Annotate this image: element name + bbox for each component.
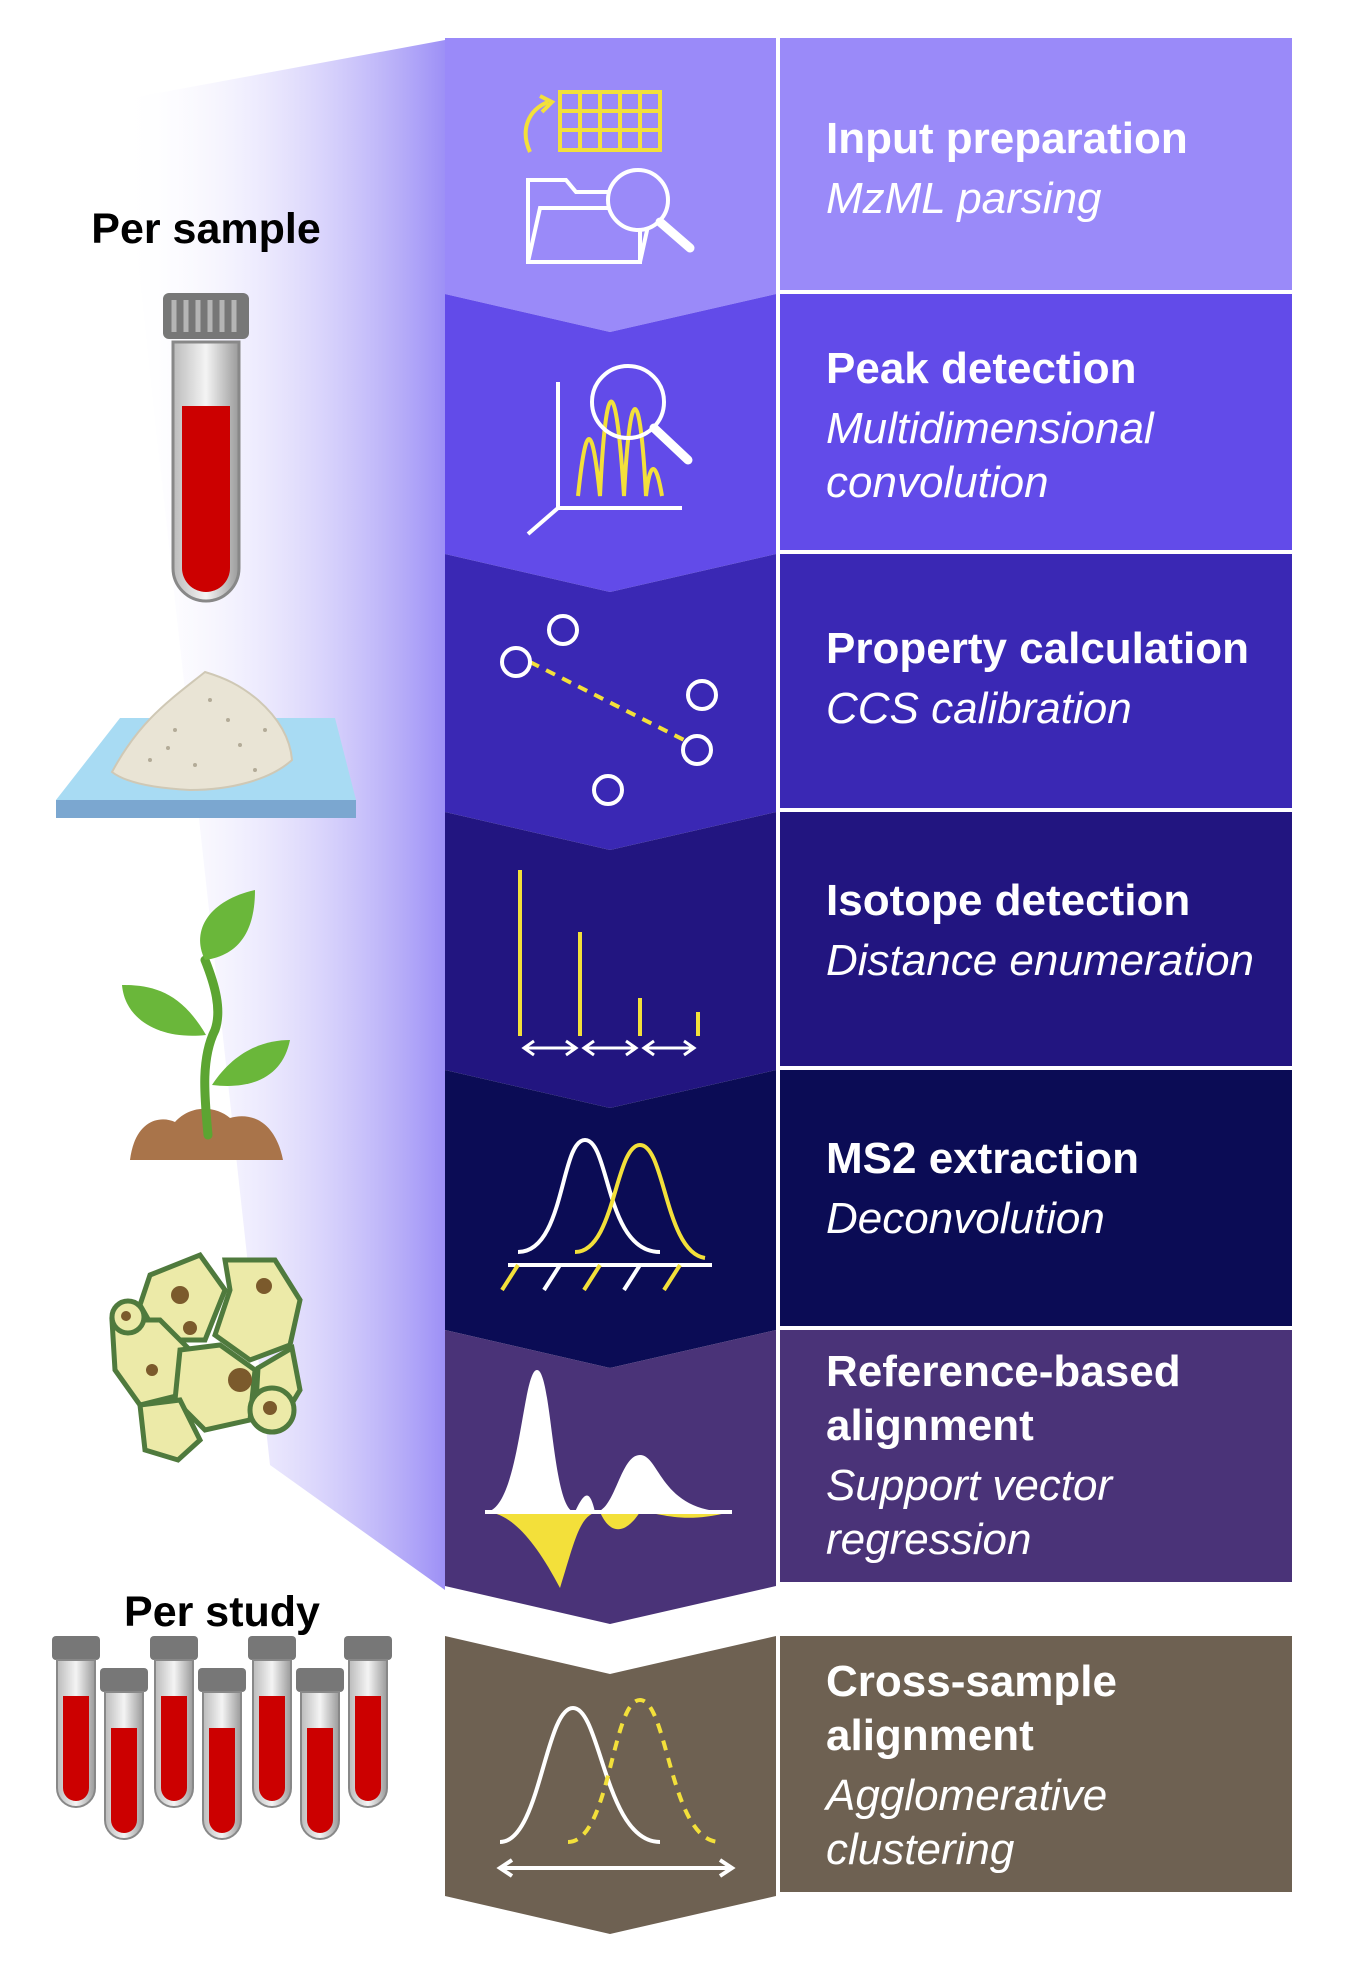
isotope-spectrum-icon xyxy=(518,870,700,1057)
stage-5-text: MS2 extraction Deconvolution xyxy=(826,1132,1139,1246)
shifted-peaks-icon xyxy=(496,1697,736,1878)
stage-title: Input preparation xyxy=(826,114,1188,163)
stage-1-text: Input preparation MzML parsing xyxy=(826,112,1188,226)
stage-1-panel xyxy=(780,38,1292,290)
stage-6-text: Reference-based alignment Support vector… xyxy=(826,1345,1181,1567)
stage-5-chevron xyxy=(445,1070,776,1368)
blood-tube-icon xyxy=(198,1668,246,1840)
stage-method: Multidimensional convolution xyxy=(826,404,1154,507)
stage-title: Reference-based alignment xyxy=(826,1347,1181,1450)
blood-tube-icon xyxy=(248,1636,296,1808)
stage-title: Peak detection xyxy=(826,344,1137,393)
stage-method: Deconvolution xyxy=(826,1194,1105,1243)
blood-tube-icon xyxy=(150,1636,198,1808)
tube-rack-icon xyxy=(52,1636,392,1840)
stage-2-chevron xyxy=(445,294,776,592)
blood-tube-icon xyxy=(296,1668,344,1840)
stage-3-chevron xyxy=(445,554,776,850)
blood-tube-icon xyxy=(163,293,249,603)
folder-table-search-icon xyxy=(523,90,695,264)
blood-tube-icon xyxy=(344,1636,392,1808)
stage-3-panel xyxy=(780,554,1292,808)
calibration-points-icon xyxy=(500,614,718,806)
per-sample-label: Per sample xyxy=(91,205,321,253)
stage-3-text: Property calculation CCS calibration xyxy=(826,622,1249,736)
stage-7-panel xyxy=(780,1636,1292,1892)
overlapping-peaks-icon xyxy=(500,1137,712,1292)
stage-title: Cross-sample alignment xyxy=(826,1657,1118,1760)
stage-method: Agglomerative clustering xyxy=(826,1771,1108,1874)
stage-method: Support vector regression xyxy=(826,1461,1113,1564)
stage-5-panel xyxy=(780,1070,1292,1326)
peak-chart-magnifier-icon xyxy=(526,364,693,536)
stage-title: Property calculation xyxy=(826,624,1250,673)
blood-tube-icon xyxy=(100,1668,148,1840)
stage-6-panel xyxy=(780,1330,1292,1582)
mirror-peaks-icon xyxy=(485,1370,732,1588)
stage-4-chevron xyxy=(445,812,776,1108)
stage-method: CCS calibration xyxy=(826,684,1132,733)
stage-title: MS2 extraction xyxy=(826,1134,1139,1183)
per-study-label: Per study xyxy=(124,1588,320,1636)
stage-method: MzML parsing xyxy=(826,174,1102,223)
stage-6-chevron xyxy=(445,1330,776,1624)
stage-2-panel xyxy=(780,294,1292,550)
cell-cluster-icon xyxy=(109,1251,303,1463)
powder-pile-icon xyxy=(56,670,356,818)
stage-7-text: Cross-sample alignment Agglomerative clu… xyxy=(826,1655,1117,1877)
stage-4-text: Isotope detection Distance enumeration xyxy=(826,874,1254,988)
stage-method: Distance enumeration xyxy=(826,936,1255,985)
blood-tube-icon xyxy=(52,1636,100,1808)
stage-2-text: Peak detection Multidimensional convolut… xyxy=(826,342,1154,510)
stage-4-panel xyxy=(780,812,1292,1066)
seedling-icon xyxy=(122,890,290,1160)
stage-title: Isotope detection xyxy=(826,876,1191,925)
